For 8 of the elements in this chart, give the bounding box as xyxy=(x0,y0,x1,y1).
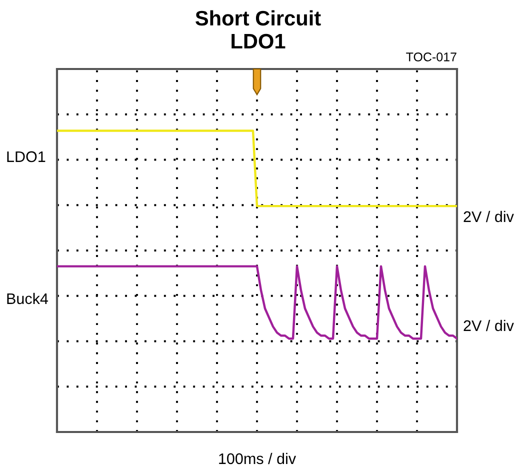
chart-title: Short Circuit xyxy=(196,10,321,26)
series-label: Buck4 xyxy=(7,292,48,304)
text: 100ms / div xyxy=(219,452,296,464)
text: 2V / div xyxy=(464,210,514,222)
text: TOC-017 xyxy=(406,52,456,62)
chart-subtitle: LDO1 xyxy=(232,34,286,49)
series-label: LDO1 xyxy=(7,151,46,162)
text: 2V / div xyxy=(464,320,514,332)
